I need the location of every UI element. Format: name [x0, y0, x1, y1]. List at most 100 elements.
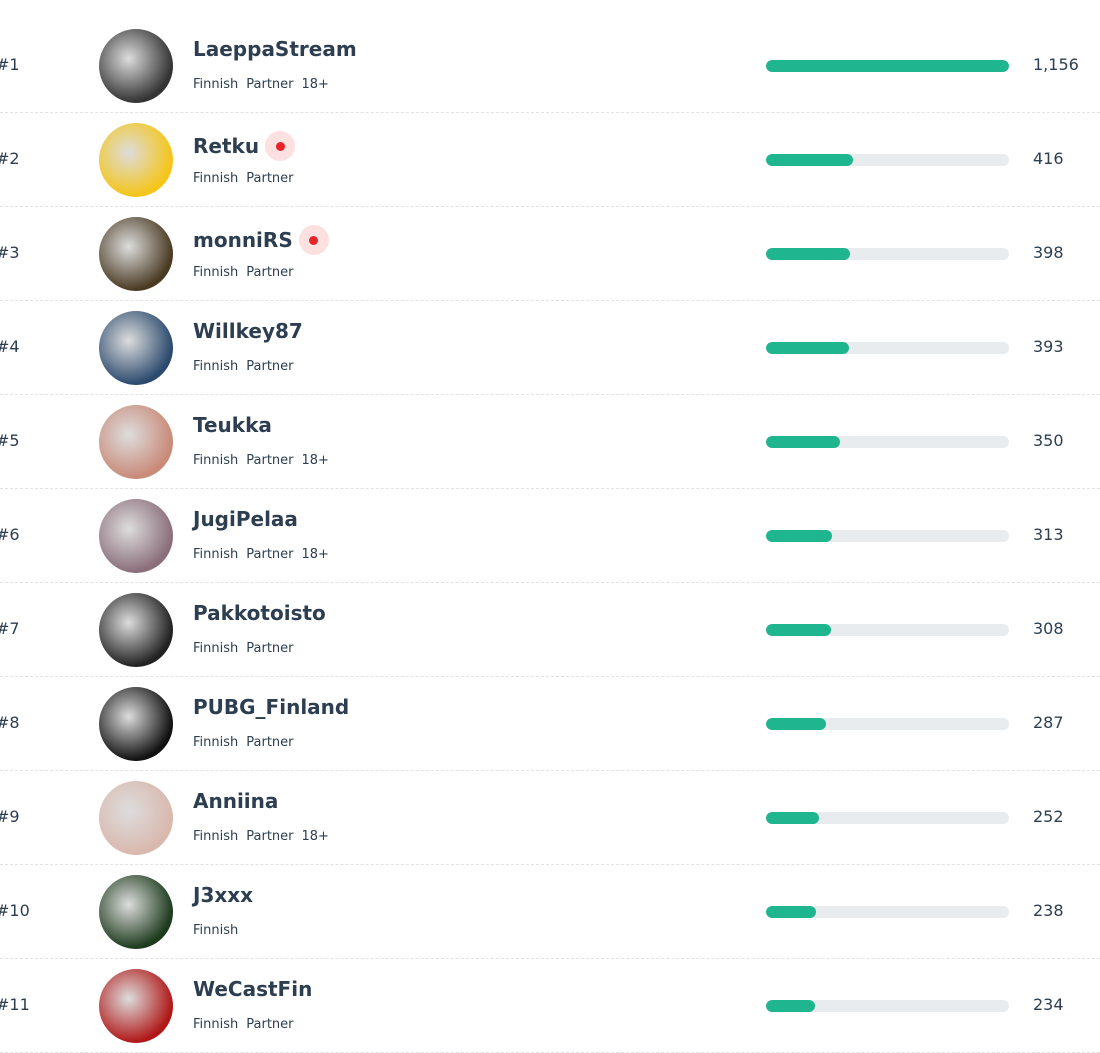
rank: #11: [0, 995, 30, 1014]
streamer-row[interactable]: #6 JugiPelaa Finnish Partner 18+ 313: [0, 489, 1100, 583]
tags: Finnish Partner: [193, 735, 294, 750]
rank: #1: [0, 55, 20, 74]
streamer-name-wrap: Anniina: [193, 789, 278, 813]
value-label: 252: [1033, 807, 1064, 826]
streamer-name[interactable]: WeCastFin: [193, 977, 313, 1001]
value-label: 287: [1033, 713, 1064, 732]
tags: Finnish Partner 18+: [193, 547, 329, 562]
streamer-name-wrap: Retku: [193, 131, 296, 161]
rank: #9: [0, 807, 20, 826]
tags: Finnish Partner 18+: [193, 829, 329, 844]
bar-track: [766, 60, 1009, 72]
tags: Finnish Partner 18+: [193, 77, 329, 92]
streamer-row[interactable]: #4 Willkey87 Finnish Partner 393: [0, 301, 1100, 395]
streamer-name[interactable]: J3xxx: [193, 883, 254, 907]
tag: Partner: [246, 453, 294, 468]
streamer-name-wrap: LaeppaStream: [193, 37, 357, 61]
tags: Finnish Partner: [193, 265, 294, 280]
bar-track: [766, 812, 1009, 824]
streamer-row[interactable]: #3 monniRS Finnish Partner 398: [0, 207, 1100, 301]
tag: Finnish: [193, 735, 239, 750]
bar: [766, 154, 854, 166]
tag: Finnish: [193, 265, 239, 280]
tag: Partner: [246, 1017, 294, 1032]
streamer-row[interactable]: #7 Pakkotoisto Finnish Partner 308: [0, 583, 1100, 677]
value-label: 308: [1033, 619, 1064, 638]
streamer-name-wrap: Teukka: [193, 413, 272, 437]
streamer-name[interactable]: Willkey87: [193, 319, 303, 343]
tag: Finnish: [193, 923, 239, 938]
streamer-name[interactable]: Anniina: [193, 789, 279, 813]
tag: Partner: [246, 171, 294, 186]
streamer-name[interactable]: LaeppaStream: [193, 37, 357, 61]
tags: Finnish Partner 18+: [193, 453, 329, 468]
tag: 18+: [301, 547, 329, 562]
value-label: 393: [1033, 337, 1064, 356]
bar-track: [766, 248, 1009, 260]
value-label: 350: [1033, 431, 1064, 450]
streamer-name[interactable]: Teukka: [193, 413, 272, 437]
avatar[interactable]: [99, 311, 173, 385]
bar-track: [766, 624, 1009, 636]
streamer-row[interactable]: #1 LaeppaStream Finnish Partner 18+ 1,156: [0, 19, 1100, 113]
streamer-name[interactable]: Pakkotoisto: [193, 601, 326, 625]
avatar[interactable]: [99, 217, 173, 291]
streamer-row[interactable]: #8 PUBG_Finland Finnish Partner 287: [0, 677, 1100, 771]
tag: Partner: [246, 829, 294, 844]
bar: [766, 624, 831, 636]
value-label: 1,156: [1033, 55, 1079, 74]
bar-track: [766, 530, 1009, 542]
live-dot: [275, 141, 285, 151]
rank: #5: [0, 431, 20, 450]
bar: [766, 60, 1009, 72]
tags: Finnish Partner: [193, 1017, 294, 1032]
bar-track: [766, 718, 1009, 730]
streamer-name[interactable]: Retku: [193, 134, 260, 158]
bar: [766, 812, 819, 824]
streamer-name-wrap: monniRS: [193, 225, 329, 255]
rank: #10: [0, 901, 30, 920]
bar: [766, 906, 817, 918]
rank: #6: [0, 525, 20, 544]
tag: Partner: [246, 77, 294, 92]
rank: #8: [0, 713, 20, 732]
tag: Finnish: [193, 77, 239, 92]
tag: Partner: [246, 359, 294, 374]
tag: Partner: [246, 547, 294, 562]
value-label: 398: [1033, 243, 1064, 262]
bar: [766, 248, 850, 260]
avatar[interactable]: [99, 969, 173, 1043]
live-indicator: [298, 225, 329, 255]
streamer-row[interactable]: #11 WeCastFin Finnish Partner 234: [0, 959, 1100, 1053]
streamer-row[interactable]: #5 Teukka Finnish Partner 18+ 350: [0, 395, 1100, 489]
streamer-row[interactable]: #10 J3xxx Finnish 238: [0, 865, 1100, 959]
tag: Finnish: [193, 641, 239, 656]
avatar[interactable]: [99, 781, 173, 855]
streamer-name[interactable]: JugiPelaa: [193, 507, 298, 531]
tag: Finnish: [193, 359, 239, 374]
streamer-name[interactable]: monniRS: [193, 228, 293, 252]
streamer-name-wrap: Pakkotoisto: [193, 601, 326, 625]
tag: Partner: [246, 735, 294, 750]
tag: Partner: [246, 641, 294, 656]
avatar[interactable]: [99, 29, 173, 103]
avatar[interactable]: [99, 499, 173, 573]
streamer-row[interactable]: #9 Anniina Finnish Partner 18+ 252: [0, 771, 1100, 865]
bar-track: [766, 436, 1009, 448]
streamer-name[interactable]: PUBG_Finland: [193, 695, 350, 719]
bar: [766, 530, 832, 542]
tag: Finnish: [193, 1017, 239, 1032]
avatar[interactable]: [99, 875, 173, 949]
live-dot: [309, 235, 319, 245]
streamer-row[interactable]: #2 Retku Finnish Partner 416: [0, 113, 1100, 207]
tag: 18+: [301, 829, 329, 844]
avatar[interactable]: [99, 593, 173, 667]
streamer-name-wrap: WeCastFin: [193, 977, 312, 1001]
rank: #7: [0, 619, 20, 638]
avatar[interactable]: [99, 123, 173, 197]
tag: Finnish: [193, 453, 239, 468]
avatar[interactable]: [99, 405, 173, 479]
bar-track: [766, 154, 1009, 166]
streamer-name-wrap: Willkey87: [193, 319, 303, 343]
avatar[interactable]: [99, 687, 173, 761]
